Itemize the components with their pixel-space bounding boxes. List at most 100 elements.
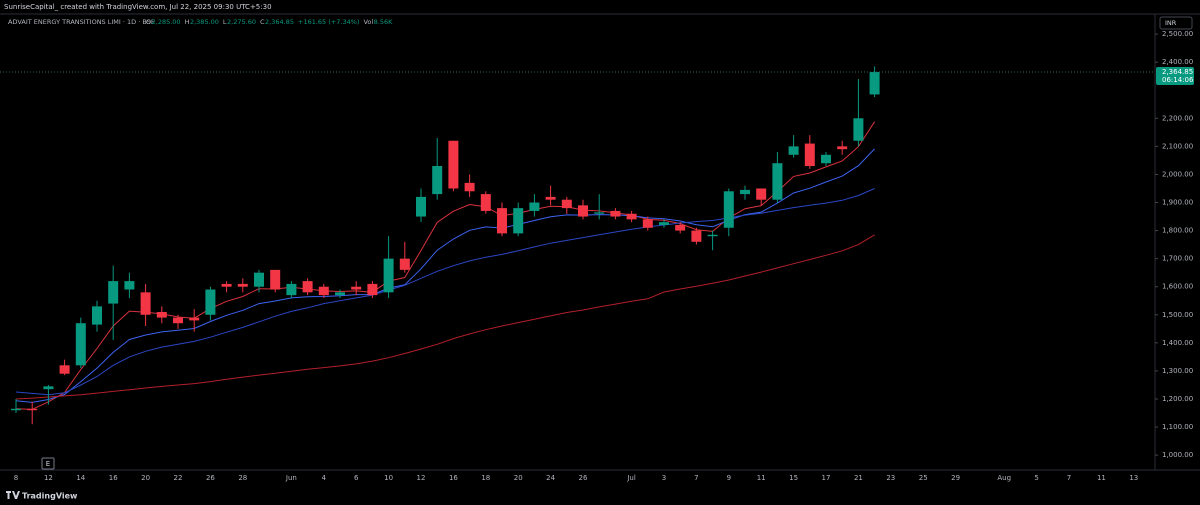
legend-value: 2,364.85 — [265, 18, 294, 26]
x-tick-label: 24 — [546, 474, 555, 482]
y-tick-label: 1,200.00 — [1162, 395, 1193, 403]
candle-body — [869, 72, 880, 95]
x-tick-label: 15 — [789, 474, 798, 482]
candle-body — [367, 283, 378, 296]
candle-body — [740, 189, 750, 195]
candle-body — [529, 202, 540, 211]
last-price-label: 2,364.85 — [1162, 68, 1193, 76]
candle-body — [383, 258, 394, 293]
candle-body — [335, 292, 345, 296]
candle-body — [513, 208, 524, 234]
candle-body — [399, 258, 410, 270]
x-tick-label: 17 — [822, 474, 831, 482]
currency-box — [1159, 16, 1193, 30]
candle-body — [448, 140, 459, 189]
candle-body — [804, 143, 815, 167]
legend-key: L — [223, 18, 227, 26]
y-tick-label: 1,300.00 — [1162, 367, 1193, 375]
candle-body — [594, 212, 605, 214]
candle-body — [92, 306, 102, 325]
candle-body — [626, 213, 637, 220]
y-tick-label: 2,500.00 — [1162, 30, 1193, 38]
moving-average-line — [15, 234, 875, 400]
x-tick-label: 8 — [14, 474, 18, 482]
x-tick-label: 11 — [1097, 474, 1106, 482]
candle-body — [140, 292, 151, 315]
x-tick-label: 26 — [579, 474, 588, 482]
candle-body — [416, 196, 426, 217]
candle-body — [156, 311, 167, 318]
x-tick-label: 4 — [322, 474, 327, 482]
y-tick-label: 2,400.00 — [1162, 58, 1193, 66]
candle-body — [772, 163, 783, 200]
candle-body — [254, 272, 264, 287]
legend: ADVAIT ENERGY TRANSITIONS LIMI · 1D · BS… — [8, 18, 393, 26]
x-tick-label: 3 — [662, 474, 666, 482]
candle-body — [318, 286, 329, 296]
x-tick-label: 5 — [1034, 474, 1038, 482]
candle-body — [723, 191, 734, 228]
x-tick-label: 25 — [919, 474, 928, 482]
candle-body — [221, 283, 232, 287]
candle-body — [545, 196, 556, 200]
x-tick-label: 29 — [951, 474, 960, 482]
legend-key: O — [146, 18, 151, 26]
legend-key: Vol — [363, 18, 373, 26]
x-tick-label: 28 — [238, 474, 247, 482]
candle-body — [205, 289, 216, 315]
candle-body — [464, 182, 475, 192]
x-tick-label: 11 — [757, 474, 766, 482]
x-tick-label: 7 — [1067, 474, 1071, 482]
event-marker: E — [46, 460, 50, 468]
x-tick-label: 6 — [354, 474, 359, 482]
legend-value: 8.56K — [374, 18, 393, 26]
x-tick-label: Jun — [285, 474, 297, 482]
candle-body — [75, 323, 86, 366]
legend-value: 2,285.00 — [152, 18, 181, 26]
y-tick-label: 1,900.00 — [1162, 199, 1193, 207]
candle-body — [578, 205, 588, 217]
candle-body — [853, 118, 864, 141]
candle-body — [59, 365, 70, 374]
y-tick-label: 1,000.00 — [1162, 451, 1193, 459]
candle-body — [43, 386, 54, 390]
y-tick-label: 1,700.00 — [1162, 255, 1193, 263]
legend-key: H — [185, 18, 190, 26]
y-tick-label: 1,400.00 — [1162, 339, 1193, 347]
legend-value: 2,385.00 — [190, 18, 219, 26]
x-tick-label: 9 — [727, 474, 731, 482]
countdown: 06:14:06 — [1162, 76, 1194, 84]
candle-body — [837, 146, 848, 150]
candle-body — [480, 194, 491, 211]
candle-body — [124, 281, 135, 290]
candle-body — [610, 210, 621, 217]
candle-body — [561, 199, 572, 209]
x-tick-label: 10 — [384, 474, 393, 482]
candle-body — [788, 146, 799, 155]
legend-value: +161.65 (+7.34%) — [298, 18, 359, 26]
event-marker-box — [41, 457, 55, 470]
candle-body — [707, 234, 718, 237]
candle-body — [302, 281, 313, 293]
candle-body — [173, 317, 183, 324]
x-tick-label: 12 — [417, 474, 426, 482]
x-tick-label: 23 — [886, 474, 895, 482]
last-price-box — [1156, 67, 1194, 86]
x-tick-label: Jul — [626, 474, 636, 482]
x-tick-label: 13 — [1129, 474, 1138, 482]
x-tick-label: 7 — [694, 474, 698, 482]
y-tick-label: 2,000.00 — [1162, 170, 1193, 178]
x-tick-label: 12 — [44, 474, 53, 482]
x-tick-label: 18 — [481, 474, 490, 482]
y-tick-label: 2,200.00 — [1162, 114, 1193, 122]
y-tick-label: 1,500.00 — [1162, 311, 1193, 319]
candle-body — [821, 154, 831, 164]
y-tick-label: 1,800.00 — [1162, 227, 1193, 235]
x-tick-label: 26 — [206, 474, 215, 482]
candle-body — [432, 166, 443, 195]
candle-body — [756, 188, 767, 200]
candle-body — [642, 219, 653, 228]
candle-body — [286, 283, 297, 296]
